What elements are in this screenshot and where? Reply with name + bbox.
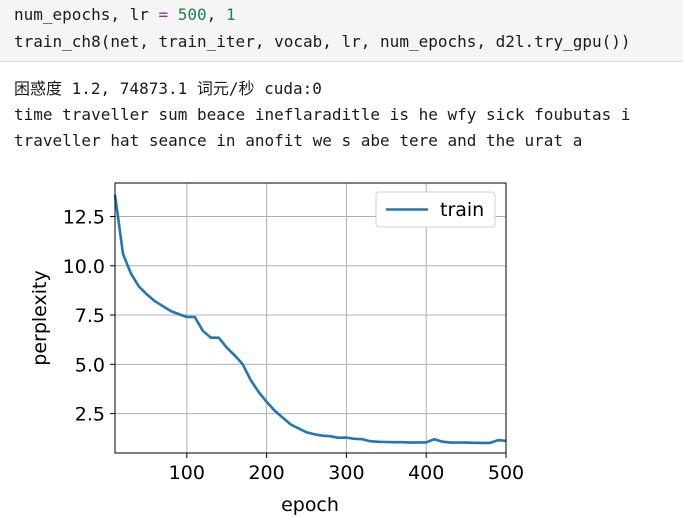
code-token-var: lr bbox=[129, 5, 149, 24]
code-token-sep: , bbox=[110, 5, 130, 24]
train-series-line bbox=[113, 194, 507, 445]
y-tick-label: 5.0 bbox=[75, 354, 105, 376]
x-tick-label: 300 bbox=[328, 462, 364, 484]
cell-output: 困惑度 1.2, 74873.1 词元/秒 cuda:0 time travell… bbox=[14, 76, 631, 154]
code-line-1: num_epochs, lr = 500, 1 bbox=[14, 5, 236, 25]
legend-box bbox=[375, 191, 496, 228]
code-token-number: 500 bbox=[177, 5, 207, 24]
x-tick-label: 100 bbox=[169, 462, 205, 484]
y-tick-label: 2.5 bbox=[75, 404, 105, 426]
x-ticks: 100 200 300 400 500 bbox=[169, 453, 524, 484]
x-tick-label: 400 bbox=[408, 462, 444, 484]
code-token-number: 1 bbox=[225, 5, 236, 24]
output-line-prediction-2: traveller hat seance in anofit we s abe … bbox=[14, 131, 583, 150]
output-line-perplexity: 困惑度 1.2, 74873.1 词元/秒 cuda:0 bbox=[14, 79, 322, 98]
legend-label-train: train bbox=[440, 199, 484, 221]
code-cell[interactable]: num_epochs, lr = 500, 1 train_ch8(net, t… bbox=[0, 0, 683, 62]
y-tick-label: 10.0 bbox=[63, 256, 105, 278]
plot-frame bbox=[114, 182, 507, 454]
code-token-sep: , bbox=[206, 5, 226, 24]
y-axis-label: perplexity bbox=[29, 270, 51, 365]
x-tick-label: 200 bbox=[248, 462, 284, 484]
code-token-var: num_epochs bbox=[14, 5, 111, 24]
perplexity-chart: 100 200 300 400 500 2.55.07.510.012.5 epoch … bbox=[29, 182, 524, 516]
x-tick-label: 500 bbox=[488, 462, 524, 484]
code-token-operator: = bbox=[148, 5, 178, 24]
output-line-prediction-1: time traveller sum beace ineflaraditle i… bbox=[14, 105, 631, 124]
legend: train bbox=[375, 191, 496, 228]
y-tick-label: 12.5 bbox=[63, 207, 105, 229]
x-axis-label: epoch bbox=[281, 494, 339, 516]
y-ticks: 2.5 5.0 7.5 10.0 12.5 bbox=[63, 207, 115, 426]
code-line-2: train_ch8(net, train_iter, vocab, lr, nu… bbox=[14, 32, 631, 51]
y-tick-label: 7.5 bbox=[75, 305, 105, 327]
